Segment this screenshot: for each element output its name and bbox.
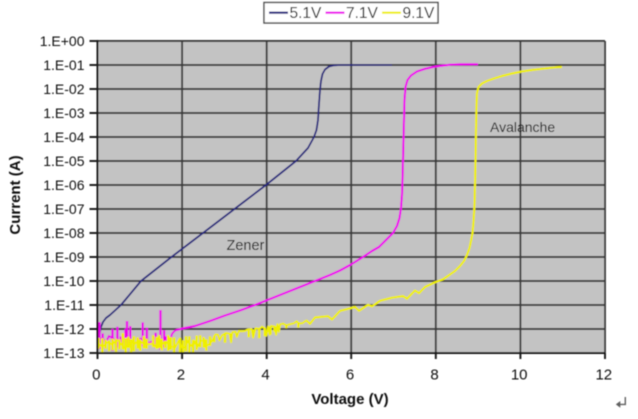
svg-text:12: 12 [595, 367, 612, 384]
svg-text:2: 2 [177, 367, 185, 384]
svg-text:Current (A): Current (A) [7, 155, 24, 234]
svg-text:5.1V: 5.1V [290, 5, 323, 22]
svg-text:1.E-12: 1.E-12 [43, 321, 84, 337]
svg-text:1.E-08: 1.E-08 [43, 225, 84, 241]
svg-text:1.E-09: 1.E-09 [43, 249, 84, 265]
svg-text:10: 10 [511, 367, 528, 384]
svg-text:1.E-03: 1.E-03 [43, 105, 84, 121]
svg-text:1.E-01: 1.E-01 [43, 57, 84, 73]
svg-text:1.E-05: 1.E-05 [43, 153, 84, 169]
svg-text:6: 6 [346, 367, 354, 384]
svg-text:1.E-13: 1.E-13 [43, 345, 84, 361]
svg-text:1.E-04: 1.E-04 [43, 129, 84, 145]
svg-text:0: 0 [92, 367, 100, 384]
svg-text:1.E-02: 1.E-02 [43, 81, 84, 97]
svg-text:1.E+00: 1.E+00 [40, 33, 85, 49]
svg-text:7.1V: 7.1V [346, 5, 379, 22]
svg-text:1.E-10: 1.E-10 [43, 273, 84, 289]
svg-text:8: 8 [430, 367, 438, 384]
svg-text:Voltage (V): Voltage (V) [311, 391, 388, 408]
svg-text:9.1V: 9.1V [403, 5, 436, 22]
svg-text:Zener: Zener [227, 238, 265, 254]
svg-text:Avalanche: Avalanche [490, 119, 555, 135]
svg-text:1.E-11: 1.E-11 [44, 297, 84, 313]
svg-text:1.E-06: 1.E-06 [43, 177, 84, 193]
svg-text:4: 4 [261, 367, 269, 384]
svg-text:1.E-07: 1.E-07 [43, 201, 84, 217]
